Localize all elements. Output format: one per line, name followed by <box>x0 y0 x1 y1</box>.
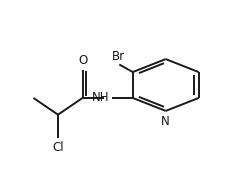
Text: Cl: Cl <box>52 141 64 154</box>
Text: Br: Br <box>112 49 124 63</box>
Text: N: N <box>161 115 170 128</box>
Text: O: O <box>78 54 87 66</box>
Text: NH: NH <box>92 91 109 104</box>
